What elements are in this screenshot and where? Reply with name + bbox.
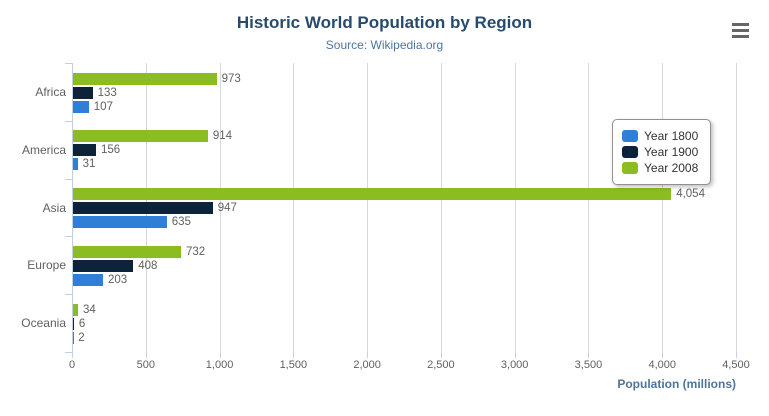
value-axis-tick bbox=[440, 352, 442, 358]
plot-area: 0 500 1,000 1,500 2,000 2,500 3,000 3,500 4,000 4… bbox=[21, 63, 750, 371]
legend-item-year-2008[interactable]: Year 2008 bbox=[622, 161, 698, 175]
value-axis-tick bbox=[293, 352, 295, 358]
bar-value-label: 635 bbox=[171, 216, 191, 229]
category-label: Asia bbox=[42, 200, 66, 215]
bar-year-1800[interactable] bbox=[73, 273, 103, 286]
bar-value-label: 4,054 bbox=[676, 188, 705, 201]
bar-year-2008[interactable] bbox=[73, 303, 79, 316]
value-axis-label: 4,000 bbox=[648, 359, 676, 371]
bar-value-label: 156 bbox=[101, 144, 121, 157]
value-axis-label: 500 bbox=[136, 359, 155, 371]
gridline bbox=[367, 63, 369, 352]
bar-value-label: 408 bbox=[138, 259, 158, 272]
legend-item-label: Year 1900 bbox=[644, 145, 699, 159]
value-axis-tick bbox=[367, 352, 369, 358]
value-axis-tick bbox=[219, 352, 221, 358]
category-axis-tick bbox=[65, 63, 72, 64]
legend-swatch bbox=[622, 146, 638, 158]
bar-value-label: 6 bbox=[78, 317, 86, 330]
bar-year-2008[interactable] bbox=[73, 130, 208, 143]
hamburger-icon bbox=[732, 23, 749, 26]
value-axis-title: Population (millions) bbox=[617, 377, 736, 391]
value-axis-tick bbox=[588, 352, 590, 358]
bar-year-2008[interactable] bbox=[73, 72, 217, 85]
gridline bbox=[588, 63, 590, 352]
value-axis-label: 1,000 bbox=[205, 359, 234, 371]
bar-value-label: 203 bbox=[107, 273, 128, 286]
bar-value-label: 2 bbox=[78, 331, 85, 344]
gridline bbox=[219, 63, 221, 352]
bar-value-label: 107 bbox=[93, 100, 113, 113]
value-axis-tick bbox=[736, 352, 737, 358]
chart-title: Historic World Population by Region bbox=[236, 13, 533, 32]
bar-year-1900[interactable] bbox=[73, 202, 213, 215]
bar-value-label: 31 bbox=[82, 158, 96, 171]
legend-item-label: Year 2008 bbox=[644, 161, 699, 175]
value-axis-tick bbox=[662, 352, 664, 358]
category-axis-tick bbox=[65, 120, 72, 122]
bar-year-1800[interactable] bbox=[73, 216, 167, 229]
value-axis-label: 1,500 bbox=[279, 359, 308, 371]
bar-year-2008[interactable] bbox=[73, 245, 181, 258]
category-label: Oceania bbox=[21, 316, 66, 331]
legend-swatch bbox=[622, 130, 638, 142]
bar-year-1900[interactable] bbox=[73, 144, 97, 157]
legend-swatch bbox=[622, 162, 638, 174]
bar-year-1800[interactable] bbox=[73, 100, 89, 113]
bar-value-label: 973 bbox=[221, 72, 241, 85]
value-axis-label: 2,000 bbox=[353, 359, 381, 371]
gridline bbox=[293, 63, 295, 352]
bar-value-label: 947 bbox=[217, 202, 237, 215]
legend-item-year-1900[interactable]: Year 1900 bbox=[622, 145, 698, 159]
value-axis-label: 0 bbox=[68, 359, 76, 371]
category-axis-tick bbox=[65, 294, 72, 296]
bar-year-1800[interactable] bbox=[73, 158, 78, 171]
value-axis-label: 3,500 bbox=[574, 359, 603, 371]
gridline bbox=[514, 63, 516, 352]
legend-item-label: Year 1800 bbox=[644, 129, 699, 143]
value-axis-label: 2,500 bbox=[427, 359, 455, 371]
value-axis-tick bbox=[145, 352, 147, 358]
bar-value-label: 914 bbox=[212, 130, 233, 143]
legend: Year 1800 Year 1900 Year 2008 bbox=[612, 119, 712, 185]
hamburger-icon bbox=[732, 35, 749, 38]
chart-subtitle: Source: Wikipedia.org bbox=[325, 38, 444, 52]
gridline bbox=[662, 63, 664, 352]
category-axis-tick bbox=[65, 178, 72, 180]
value-axis-label: 4,500 bbox=[722, 359, 750, 371]
value-axis-tick bbox=[72, 352, 73, 358]
gridline bbox=[736, 63, 737, 352]
bar-value-label: 133 bbox=[97, 86, 117, 99]
value-axis-tick bbox=[514, 352, 516, 358]
category-label: Africa bbox=[35, 84, 66, 99]
bar-year-1900[interactable] bbox=[73, 317, 74, 330]
bar-value-label: 34 bbox=[83, 303, 96, 316]
legend-item-year-1800[interactable]: Year 1800 bbox=[622, 129, 698, 143]
hamburger-icon bbox=[732, 29, 749, 32]
category-label: Europe bbox=[27, 258, 66, 273]
chart-context-menu-button[interactable] bbox=[732, 22, 751, 39]
category-axis-tick bbox=[65, 236, 72, 238]
bar-year-2008[interactable] bbox=[73, 188, 672, 201]
category-axis-tick bbox=[65, 352, 72, 353]
category-label: America bbox=[21, 142, 66, 157]
category-axis-line bbox=[72, 63, 73, 352]
bar-year-1900[interactable] bbox=[73, 259, 134, 272]
bar-year-1900[interactable] bbox=[73, 86, 93, 99]
bar-value-label: 732 bbox=[186, 245, 206, 258]
gridline bbox=[440, 63, 442, 352]
value-axis-label: 3,000 bbox=[500, 359, 529, 371]
